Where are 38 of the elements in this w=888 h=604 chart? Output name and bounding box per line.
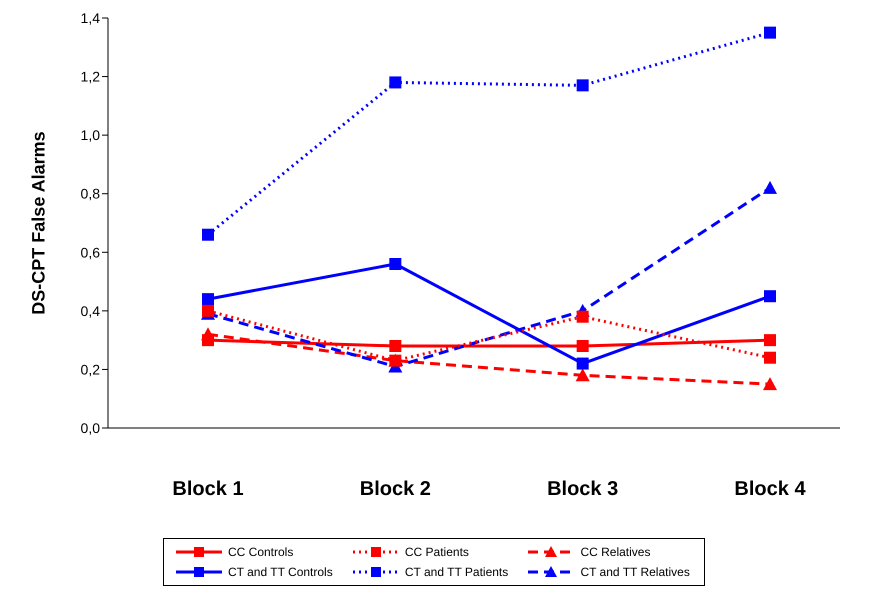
y-tick-label: 1,4 <box>80 10 100 26</box>
y-tick-label: 1,2 <box>80 68 100 85</box>
point <box>763 377 777 390</box>
point <box>576 358 589 370</box>
point <box>764 290 776 302</box>
point <box>764 26 776 39</box>
point <box>389 258 402 270</box>
point <box>389 76 402 88</box>
point <box>576 340 589 352</box>
point <box>764 334 776 346</box>
y-tick-label: 1,0 <box>80 127 100 144</box>
point <box>389 354 402 367</box>
legend-label: CC Patients <box>404 545 469 559</box>
point <box>576 368 590 382</box>
x-tick-label: Block 3 <box>547 478 618 500</box>
point <box>763 180 777 194</box>
x-tick-label: Block 1 <box>172 478 244 500</box>
legend-label: CT and TT Relatives <box>580 565 690 579</box>
point <box>202 304 214 317</box>
point <box>201 327 215 340</box>
point <box>764 352 776 364</box>
point <box>576 79 589 92</box>
y-axis-title: DS-CPT False Alarms <box>28 131 48 315</box>
point <box>202 293 214 306</box>
y-tick-label: 0,4 <box>80 302 100 319</box>
y-tick-label: 0,0 <box>80 420 100 436</box>
y-tick-label: 0,8 <box>80 186 100 202</box>
y-tick-label: 0,6 <box>80 244 100 260</box>
legend-label: CT and TT Controls <box>228 565 333 579</box>
x-tick-label: Block 2 <box>360 478 431 500</box>
point <box>202 228 214 241</box>
legend-label: CT and TT Patients <box>404 565 508 579</box>
point <box>389 340 402 352</box>
y-tick-label: 0,2 <box>80 361 100 378</box>
legend-label: CC Controls <box>228 545 294 559</box>
x-tick-label: Block 4 <box>734 478 806 500</box>
legend-label: CC Relatives <box>580 545 650 559</box>
point <box>576 310 589 323</box>
